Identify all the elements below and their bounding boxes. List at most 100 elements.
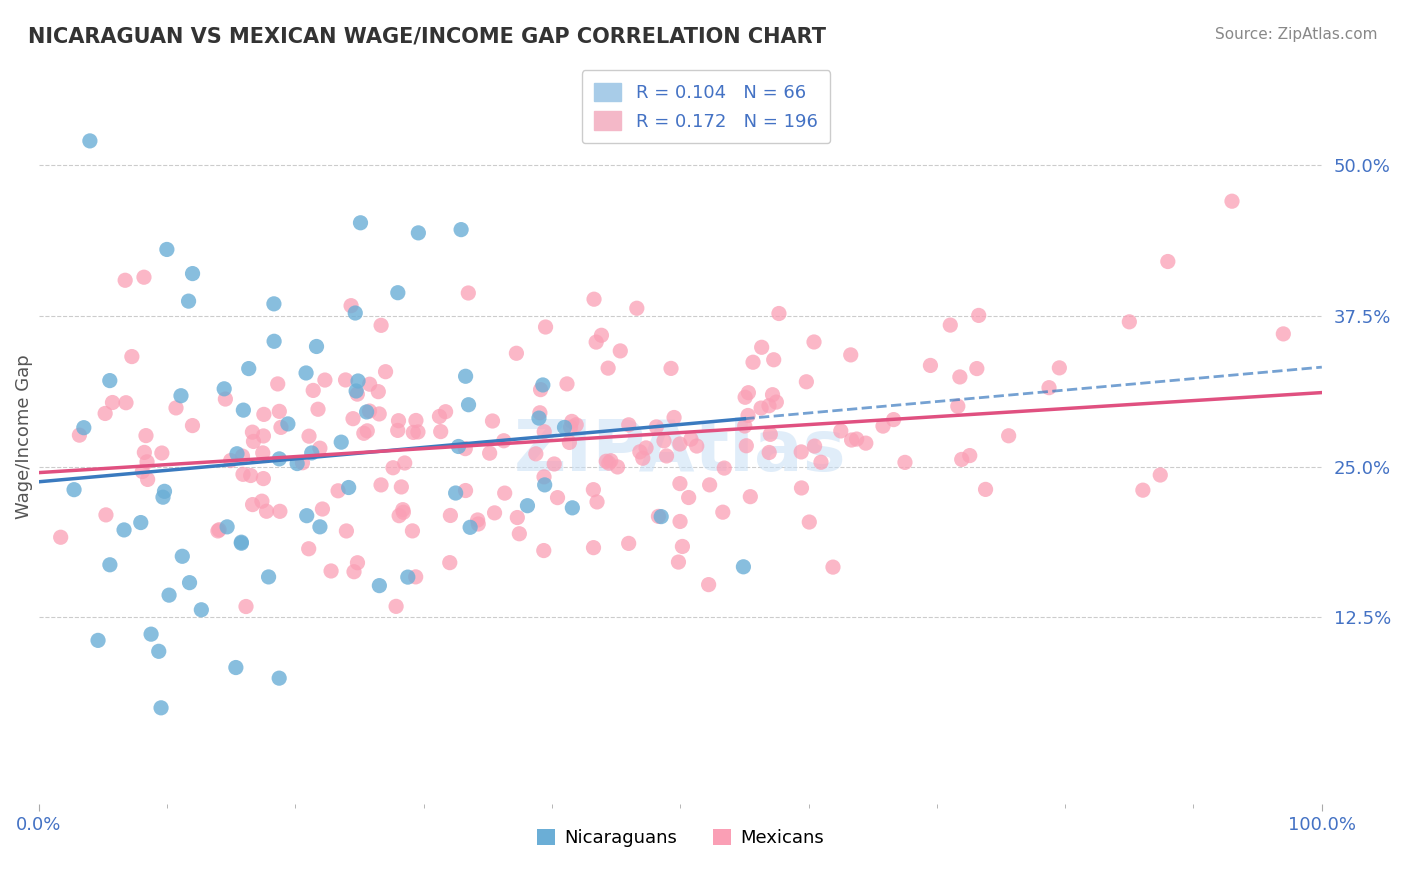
Nicaraguans bbox=[190, 603, 212, 617]
Mexicans bbox=[370, 318, 392, 333]
Mexicans bbox=[652, 434, 675, 448]
Nicaraguans bbox=[212, 382, 235, 396]
Mexicans bbox=[758, 445, 780, 459]
Mexicans bbox=[242, 434, 264, 449]
Mexicans bbox=[374, 365, 396, 379]
Nicaraguans bbox=[139, 627, 162, 641]
Mexicans bbox=[311, 502, 333, 516]
Mexicans bbox=[256, 504, 278, 518]
Text: Source: ZipAtlas.com: Source: ZipAtlas.com bbox=[1215, 27, 1378, 42]
Mexicans bbox=[231, 449, 253, 463]
Nicaraguans bbox=[295, 508, 318, 523]
Nicaraguans bbox=[231, 536, 253, 550]
Mexicans bbox=[543, 457, 565, 471]
Nicaraguans bbox=[157, 588, 180, 602]
Nicaraguans bbox=[301, 446, 323, 460]
Mexicans bbox=[457, 285, 479, 300]
Mexicans bbox=[524, 447, 547, 461]
Mexicans bbox=[655, 449, 678, 463]
Nicaraguans bbox=[179, 575, 201, 590]
Mexicans bbox=[631, 451, 654, 466]
Mexicans bbox=[387, 414, 409, 428]
Mexicans bbox=[467, 516, 489, 531]
Mexicans bbox=[67, 428, 90, 442]
Mexicans bbox=[291, 456, 314, 470]
Nicaraguans bbox=[225, 660, 247, 674]
Mexicans bbox=[94, 407, 117, 421]
Mexicans bbox=[359, 404, 381, 418]
Mexicans bbox=[939, 318, 962, 332]
Mexicans bbox=[385, 599, 408, 614]
Mexicans bbox=[582, 292, 605, 306]
Mexicans bbox=[565, 417, 588, 432]
Mexicans bbox=[799, 515, 821, 529]
Mexicans bbox=[506, 510, 529, 524]
Mexicans bbox=[582, 483, 605, 497]
Mexicans bbox=[742, 355, 765, 369]
Mexicans bbox=[319, 564, 342, 578]
Nicaraguans bbox=[98, 374, 121, 388]
Mexicans bbox=[768, 306, 790, 320]
Mexicans bbox=[405, 570, 427, 584]
Mexicans bbox=[298, 429, 321, 443]
Mexicans bbox=[368, 407, 391, 421]
Mexicans bbox=[114, 273, 136, 287]
Mexicans bbox=[492, 434, 515, 448]
Mexicans bbox=[132, 270, 155, 285]
Mexicans bbox=[678, 491, 700, 505]
Nicaraguans bbox=[232, 403, 254, 417]
Nicaraguans bbox=[238, 361, 260, 376]
Mexicans bbox=[267, 376, 290, 391]
Mexicans bbox=[115, 395, 138, 409]
Nicaraguans bbox=[285, 457, 308, 471]
Mexicans bbox=[872, 419, 894, 434]
Nicaraguans bbox=[553, 420, 575, 434]
Nicaraguans bbox=[450, 222, 472, 236]
Nicaraguans bbox=[129, 516, 152, 530]
Mexicans bbox=[737, 385, 759, 400]
Nicaraguans bbox=[172, 549, 194, 564]
Nicaraguans bbox=[217, 520, 239, 534]
Mexicans bbox=[735, 439, 758, 453]
Nicaraguans bbox=[330, 435, 353, 450]
Mexicans bbox=[751, 340, 773, 354]
Mexicans bbox=[484, 506, 506, 520]
Nicaraguans bbox=[79, 134, 101, 148]
Mexicans bbox=[686, 439, 709, 453]
Mexicans bbox=[387, 424, 409, 438]
Mexicans bbox=[749, 401, 772, 415]
Nicaraguans bbox=[309, 520, 332, 534]
Mexicans bbox=[1157, 254, 1180, 268]
Mexicans bbox=[946, 399, 969, 413]
Nicaraguans bbox=[170, 389, 193, 403]
Mexicans bbox=[560, 420, 582, 434]
Nicaraguans bbox=[87, 633, 110, 648]
Mexicans bbox=[340, 299, 363, 313]
Mexicans bbox=[389, 480, 412, 494]
Mexicans bbox=[252, 429, 274, 443]
Mexicans bbox=[252, 472, 274, 486]
Mexicans bbox=[645, 420, 668, 434]
Mexicans bbox=[1132, 483, 1154, 498]
Mexicans bbox=[758, 399, 780, 413]
Mexicans bbox=[242, 498, 264, 512]
Mexicans bbox=[314, 373, 336, 387]
Nicaraguans bbox=[112, 523, 135, 537]
Mexicans bbox=[628, 445, 651, 459]
Mexicans bbox=[679, 432, 702, 446]
Mexicans bbox=[734, 419, 756, 434]
Mexicans bbox=[121, 350, 143, 364]
Mexicans bbox=[239, 468, 262, 483]
Mexicans bbox=[761, 387, 783, 401]
Text: NICARAGUAN VS MEXICAN WAGE/INCOME GAP CORRELATION CHART: NICARAGUAN VS MEXICAN WAGE/INCOME GAP CO… bbox=[28, 27, 827, 46]
Mexicans bbox=[920, 359, 942, 373]
Mexicans bbox=[555, 376, 578, 391]
Nicaraguans bbox=[447, 440, 470, 454]
Mexicans bbox=[997, 429, 1019, 443]
Nicaraguans bbox=[257, 570, 280, 584]
Mexicans bbox=[367, 384, 389, 399]
Nicaraguans bbox=[156, 243, 179, 257]
Mexicans bbox=[343, 565, 366, 579]
Mexicans bbox=[803, 439, 825, 453]
Mexicans bbox=[1118, 315, 1140, 329]
